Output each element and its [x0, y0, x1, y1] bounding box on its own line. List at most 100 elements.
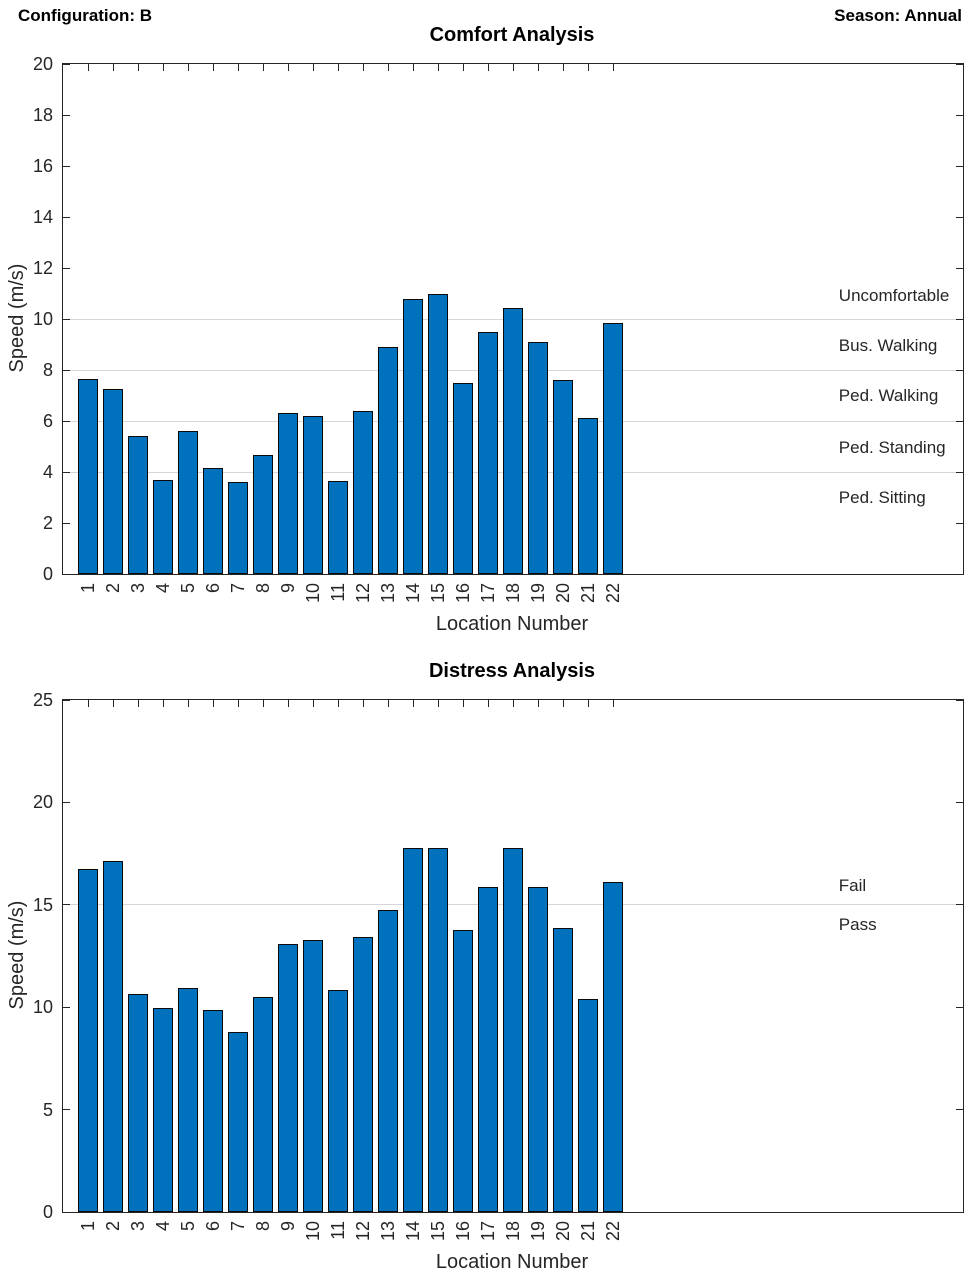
- bar-location-18: [503, 307, 523, 574]
- zone-label: Ped. Walking: [838, 385, 939, 405]
- bar-location-19: [528, 887, 548, 1212]
- y-tick-label: 4: [42, 462, 53, 482]
- bar-location-10: [303, 939, 323, 1212]
- x-tick-label: 22: [603, 1221, 623, 1242]
- y-tick-mark-left: [63, 1109, 70, 1111]
- bar-location-11: [328, 480, 348, 574]
- y-tick-label: 5: [42, 1099, 53, 1120]
- bar-location-2: [103, 860, 123, 1212]
- x-tick-label: 21: [578, 1221, 598, 1242]
- x-tick-mark-top: [237, 64, 239, 71]
- x-tick-mark-top: [537, 700, 539, 707]
- y-tick-mark-left: [63, 369, 70, 371]
- y-tick-mark-right: [956, 1211, 963, 1213]
- x-tick-mark-top: [487, 64, 489, 71]
- x-tick-mark-top: [587, 64, 589, 71]
- x-tick-label: 1: [78, 1221, 98, 1232]
- y-tick-mark-right: [956, 114, 963, 116]
- y-tick-label: 20: [32, 792, 53, 813]
- x-tick-mark-top: [312, 64, 314, 71]
- x-tick-label: 3: [128, 1221, 148, 1232]
- x-tick-mark-top: [212, 700, 214, 707]
- bar-location-11: [328, 989, 348, 1212]
- x-tick-label: 6: [203, 1221, 223, 1232]
- zone-label: Fail: [838, 876, 867, 896]
- x-tick-label: 21: [578, 583, 598, 604]
- x-tick-mark-top: [87, 700, 89, 707]
- bar-location-19: [528, 341, 548, 574]
- y-tick-mark-right: [956, 522, 963, 524]
- x-tick-mark-top: [262, 64, 264, 71]
- y-tick-mark-right: [956, 904, 963, 906]
- y-tick-mark-right: [956, 318, 963, 320]
- x-tick-mark-top: [387, 64, 389, 71]
- x-tick-label: 22: [603, 583, 623, 604]
- x-tick-mark-top: [512, 64, 514, 71]
- x-tick-label: 8: [253, 583, 273, 594]
- x-tick-mark-top: [412, 700, 414, 707]
- x-tick-mark-top: [537, 64, 539, 71]
- x-tick-label: 17: [478, 583, 498, 604]
- x-tick-mark-top: [437, 700, 439, 707]
- y-tick-mark-left: [63, 267, 70, 269]
- zone-label: Ped. Standing: [838, 437, 946, 457]
- bar-location-22: [603, 882, 623, 1212]
- x-tick-mark-top: [112, 64, 114, 71]
- bar-location-4: [153, 479, 173, 574]
- x-tick-mark-top: [387, 700, 389, 707]
- y-tick-label: 25: [32, 690, 53, 710]
- x-tick-label: 14: [403, 1221, 423, 1242]
- x-tick-label: 7: [228, 1221, 248, 1232]
- y-tick-label: 10: [32, 997, 53, 1018]
- bar-location-10: [303, 415, 323, 574]
- bar-location-9: [278, 943, 298, 1212]
- y-tick-mark-right: [956, 573, 963, 575]
- x-tick-mark-top: [562, 700, 564, 707]
- x-tick-mark-top: [412, 64, 414, 71]
- y-tick-mark-left: [63, 1006, 70, 1008]
- x-tick-label: 11: [328, 1221, 348, 1240]
- distress-chart-title: Distress Analysis: [428, 660, 595, 682]
- bar-location-18: [503, 848, 523, 1212]
- bar-location-13: [378, 347, 398, 574]
- y-tick-label: 15: [32, 894, 53, 915]
- y-tick-mark-right: [956, 1006, 963, 1008]
- y-tick-mark-right: [956, 267, 963, 269]
- x-tick-label: 10: [303, 583, 323, 604]
- x-tick-mark-top: [137, 700, 139, 707]
- y-tick-mark-right: [956, 63, 963, 65]
- x-tick-mark-top: [87, 64, 89, 71]
- season-label: Season: Annual: [834, 6, 962, 25]
- bar-location-6: [203, 1010, 223, 1212]
- x-tick-mark-top: [462, 64, 464, 71]
- y-tick-mark-left: [63, 114, 70, 116]
- y-tick-mark-left: [63, 904, 70, 906]
- x-tick-mark-top: [212, 64, 214, 71]
- y-tick-mark-right: [956, 1109, 963, 1111]
- x-tick-mark-top: [187, 64, 189, 71]
- bar-location-17: [478, 887, 498, 1212]
- zone-label: Pass: [838, 915, 877, 935]
- x-tick-label: 9: [278, 1221, 298, 1232]
- bar-location-16: [453, 930, 473, 1212]
- y-tick-mark-left: [63, 420, 70, 422]
- y-tick-label: 16: [32, 156, 53, 176]
- x-tick-label: 5: [178, 583, 198, 594]
- bar-location-6: [203, 468, 223, 574]
- x-tick-label: 7: [228, 583, 248, 594]
- bar-location-14: [403, 298, 423, 574]
- x-tick-mark-top: [262, 700, 264, 707]
- x-tick-mark-top: [462, 700, 464, 707]
- x-tick-label: 3: [128, 583, 148, 594]
- bar-location-3: [128, 436, 148, 574]
- comfort-x-axis-label: Location Number: [435, 613, 589, 635]
- x-tick-label: 20: [553, 1221, 573, 1242]
- x-tick-label: 19: [528, 583, 548, 604]
- x-tick-label: 2: [103, 1221, 123, 1232]
- y-tick-mark-left: [63, 471, 70, 473]
- y-tick-mark-left: [63, 165, 70, 167]
- bar-location-15: [428, 848, 448, 1212]
- x-tick-mark-top: [337, 64, 339, 71]
- y-tick-label: 8: [42, 360, 53, 380]
- bar-location-3: [128, 993, 148, 1212]
